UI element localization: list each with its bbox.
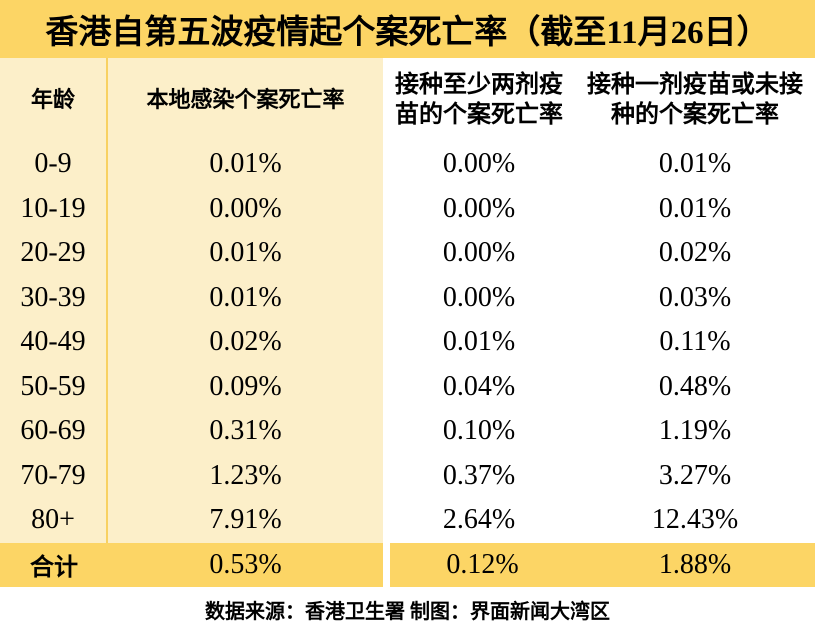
- one-dose-rate-cell: 3.27%: [575, 453, 815, 498]
- source-credit-text: 数据来源：香港卫生署 制图：界面新闻大湾区: [205, 600, 610, 623]
- header-line: 接种一剂疫苗或未接: [587, 72, 803, 98]
- two-dose-rate-cell: 0.00%: [383, 275, 575, 320]
- column-header-one-dose-or-unvaccinated: 接种一剂疫苗或未接 种的个案死亡率: [575, 58, 815, 142]
- column-header-two-dose: 接种至少两剂疫 苗的个案死亡率: [383, 58, 575, 142]
- total-two-dose-rate-cell: 0.12%: [383, 542, 575, 587]
- one-dose-rate-cell: 1.19%: [575, 409, 815, 454]
- table-total-row: 合计 0.53% 0.12% 1.88%: [0, 542, 815, 587]
- total-one-dose-rate-cell: 1.88%: [575, 542, 815, 587]
- local-rate-cell: 1.23%: [108, 453, 383, 498]
- table-row: 40-49 0.02% 0.01% 0.11%: [0, 320, 815, 365]
- one-dose-rate-cell: 0.48%: [575, 364, 815, 409]
- age-cell: 70-79: [0, 453, 108, 498]
- table-row: 20-29 0.01% 0.00% 0.02%: [0, 231, 815, 276]
- local-rate-cell: 0.00%: [108, 186, 383, 231]
- one-dose-rate-cell: 0.01%: [575, 142, 815, 187]
- age-cell: 30-39: [0, 275, 108, 320]
- column-header-local-infection-label: 本地感染个案死亡率: [146, 87, 345, 112]
- age-cell: 40-49: [0, 320, 108, 365]
- local-rate-cell: 0.01%: [108, 231, 383, 276]
- local-rate-cell: 0.31%: [108, 409, 383, 454]
- two-dose-rate-cell: 0.00%: [383, 231, 575, 276]
- table-row: 10-19 0.00% 0.00% 0.01%: [0, 186, 815, 231]
- one-dose-rate-cell: 0.11%: [575, 320, 815, 365]
- header-line: 种的个案死亡率: [611, 102, 779, 128]
- local-rate-cell: 0.01%: [108, 142, 383, 187]
- column-header-one-dose-label: 接种一剂疫苗或未接 种的个案死亡率: [587, 70, 803, 130]
- table-row: 50-59 0.09% 0.04% 0.48%: [0, 364, 815, 409]
- column-header-local-infection: 本地感染个案死亡率: [108, 58, 383, 142]
- local-rate-cell: 0.09%: [108, 364, 383, 409]
- title-bar: 香港自第五波疫情起个案死亡率（截至11月26日）: [0, 0, 815, 58]
- header-line: 苗的个案死亡率: [395, 102, 563, 128]
- footer-bar: 数据来源：香港卫生署 制图：界面新闻大湾区: [0, 586, 815, 632]
- column-header-two-dose-label: 接种至少两剂疫 苗的个案死亡率: [395, 70, 563, 130]
- age-cell: 10-19: [0, 186, 108, 231]
- local-rate-cell: 7.91%: [108, 498, 383, 543]
- two-dose-rate-cell: 0.00%: [383, 186, 575, 231]
- two-dose-rate-cell: 0.10%: [383, 409, 575, 454]
- one-dose-rate-cell: 0.02%: [575, 231, 815, 276]
- one-dose-rate-cell: 12.43%: [575, 498, 815, 543]
- table-row: 80+ 7.91% 2.64% 12.43%: [0, 498, 815, 543]
- total-local-rate-cell: 0.53%: [108, 542, 383, 587]
- age-cell: 0-9: [0, 142, 108, 187]
- header-line: 接种至少两剂疫: [395, 72, 563, 98]
- table-row: 30-39 0.01% 0.00% 0.03%: [0, 275, 815, 320]
- two-dose-rate-cell: 0.04%: [383, 364, 575, 409]
- page-title: 香港自第五波疫情起个案死亡率（截至11月26日）: [45, 15, 770, 51]
- local-rate-cell: 0.02%: [108, 320, 383, 365]
- table-header-row: 年龄 本地感染个案死亡率 接种至少两剂疫 苗的个案死亡率 接种一剂疫苗或未接 种…: [0, 58, 815, 142]
- two-dose-rate-cell: 0.00%: [383, 142, 575, 187]
- one-dose-rate-cell: 0.03%: [575, 275, 815, 320]
- fatality-rate-table: 年龄 本地感染个案死亡率 接种至少两剂疫 苗的个案死亡率 接种一剂疫苗或未接 种…: [0, 58, 815, 587]
- local-rate-cell: 0.01%: [108, 275, 383, 320]
- table-row: 60-69 0.31% 0.10% 1.19%: [0, 409, 815, 454]
- age-cell: 60-69: [0, 409, 108, 454]
- two-dose-rate-cell: 0.01%: [383, 320, 575, 365]
- two-dose-rate-cell: 2.64%: [383, 498, 575, 543]
- age-cell: 20-29: [0, 231, 108, 276]
- age-cell: 50-59: [0, 364, 108, 409]
- total-label-cell: 合计: [0, 542, 108, 587]
- table-row: 70-79 1.23% 0.37% 3.27%: [0, 453, 815, 498]
- table-row: 0-9 0.01% 0.00% 0.01%: [0, 142, 815, 187]
- column-header-age: 年龄: [0, 58, 108, 142]
- age-cell: 80+: [0, 498, 108, 543]
- one-dose-rate-cell: 0.01%: [575, 186, 815, 231]
- two-dose-rate-cell: 0.37%: [383, 453, 575, 498]
- column-header-age-label: 年龄: [30, 87, 75, 112]
